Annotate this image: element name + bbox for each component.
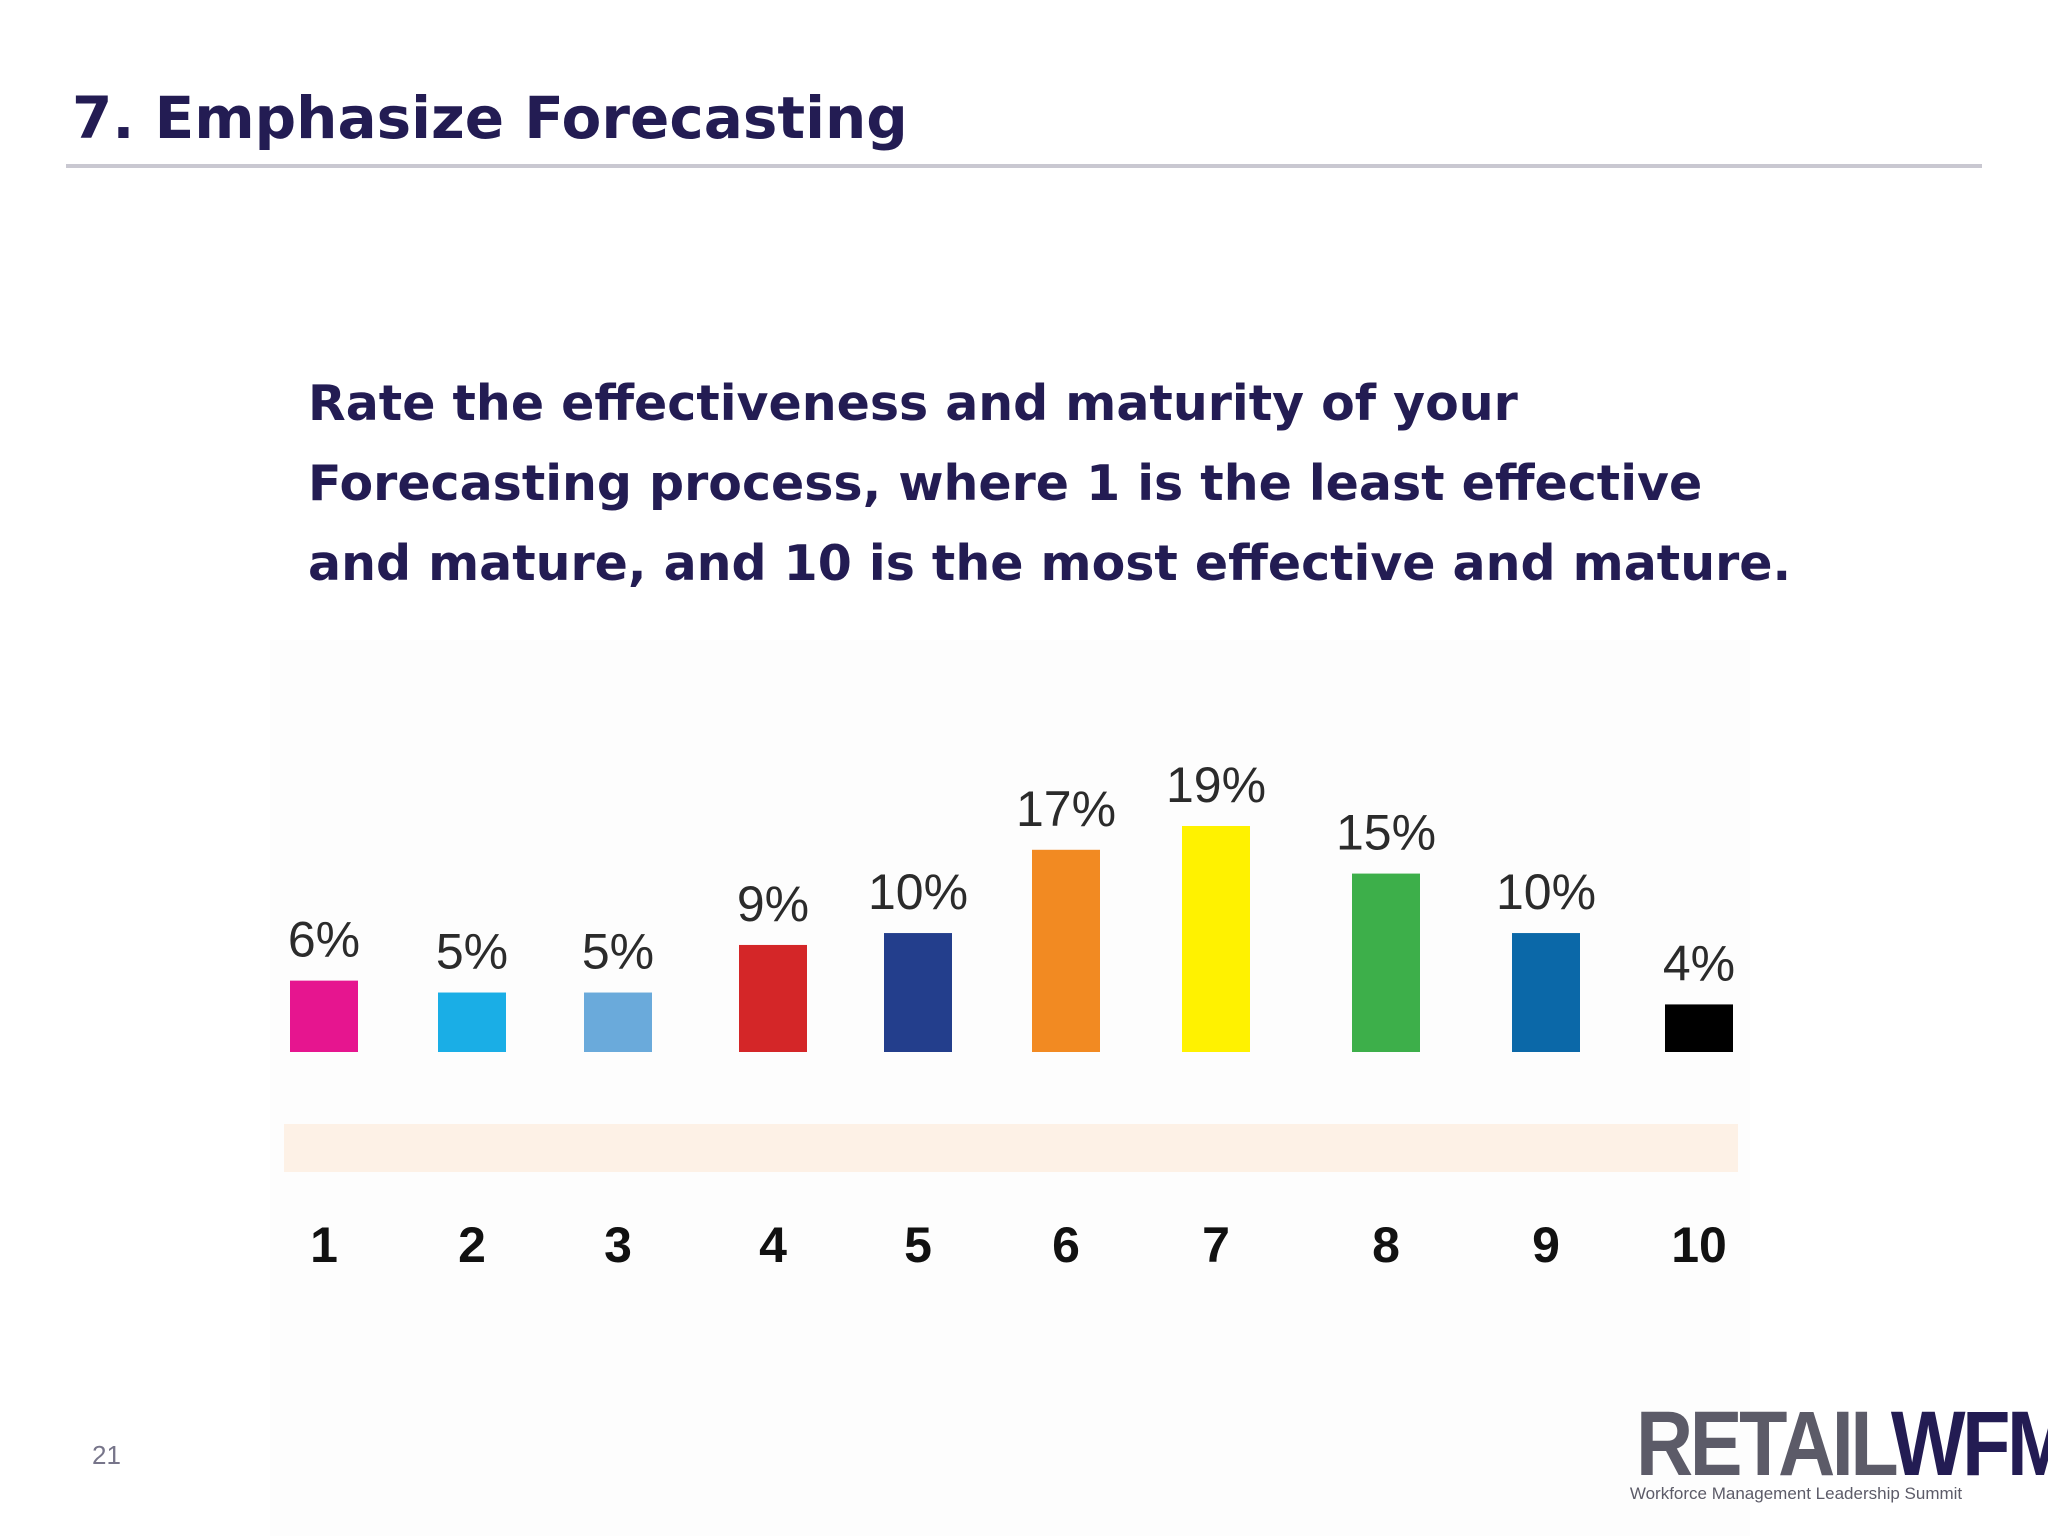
x-tick-label-10: 10 <box>1671 1217 1727 1273</box>
bar-3 <box>584 992 652 1052</box>
data-label-8: 15% <box>1336 805 1436 861</box>
x-tick-label-3: 3 <box>604 1217 632 1273</box>
logo-wordmark: RETAILWFM <box>1636 1398 2048 1490</box>
page-number: 21 <box>92 1440 121 1470</box>
x-axis-band <box>284 1124 1738 1172</box>
bar-10 <box>1665 1004 1733 1052</box>
chart-svg: 6%15%25%39%410%517%619%715%810%94%10 <box>284 757 1738 1273</box>
bar-2 <box>438 992 506 1052</box>
survey-question: Rate the effectiveness and maturity of y… <box>308 375 1792 592</box>
x-tick-label-6: 6 <box>1052 1217 1080 1273</box>
bar-chart: 6% 1 5% 2 5% 3 9% 4 10% 5 17% 6 19% 7 15% 8 10% 9 4% 10 <box>270 640 1750 1536</box>
bar-8 <box>1352 873 1420 1052</box>
x-tick-label-5: 5 <box>904 1217 932 1273</box>
x-tick-label-1: 1 <box>310 1217 338 1273</box>
data-label-4: 9% <box>737 876 809 932</box>
bar-6 <box>1032 849 1100 1052</box>
bar-9 <box>1512 933 1580 1052</box>
bar-5 <box>884 933 952 1052</box>
logo-wfm-text: WFM <box>1890 1393 2048 1495</box>
data-label-3: 5% <box>582 924 654 980</box>
logo-retail-text: RETAIL <box>1636 1393 1894 1495</box>
x-tick-label-7: 7 <box>1202 1217 1230 1273</box>
x-tick-label-9: 9 <box>1532 1217 1560 1273</box>
bar-4 <box>739 944 807 1052</box>
x-tick-label-8: 8 <box>1372 1217 1400 1273</box>
x-tick-label-2: 2 <box>458 1217 486 1273</box>
title-divider <box>66 164 1982 168</box>
data-label-5: 10% <box>868 864 968 920</box>
bar-7 <box>1182 826 1250 1052</box>
logo-tagline: Workforce Management Leadership Summit <box>1629 1484 1963 1503</box>
data-label-2: 5% <box>436 924 508 980</box>
data-label-1: 6% <box>288 912 360 968</box>
data-label-10: 4% <box>1663 935 1735 991</box>
data-label-6: 17% <box>1016 781 1116 837</box>
data-label-7: 19% <box>1166 757 1266 813</box>
bar-1 <box>290 980 358 1052</box>
retailwfm-logo: RETAILWFM Workforce Management Leadershi… <box>1610 1398 2048 1504</box>
x-tick-label-4: 4 <box>759 1217 787 1273</box>
data-label-9: 10% <box>1496 864 1596 920</box>
slide-title: 7. Emphasize Forecasting <box>72 84 908 152</box>
